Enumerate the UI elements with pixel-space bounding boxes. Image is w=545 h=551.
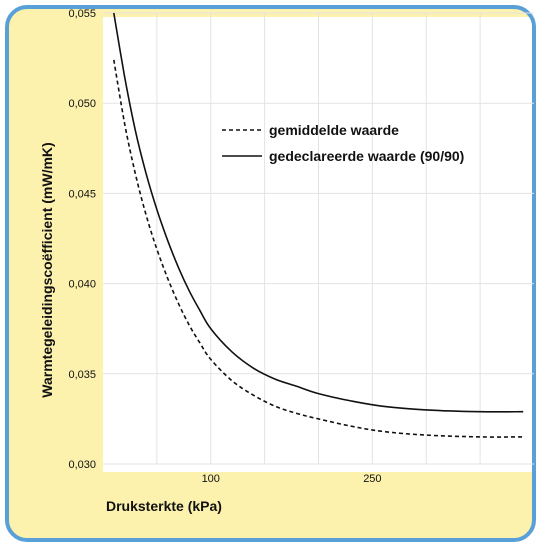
x-axis-title: Druksterkte (kPa) [106, 498, 222, 514]
x-tick-label: 250 [363, 473, 381, 485]
y-axis-title: Warmtegeleidingscoëfficient (mW/mK) [39, 142, 55, 397]
x-axis-ticks: 100 250 [202, 473, 382, 485]
y-tick-label: 0,035 [68, 369, 96, 381]
y-tick-label: 0,050 [68, 98, 96, 110]
y-axis-ticks: 0,030 0,035 0,040 0,045 0,050 0,055 [68, 8, 96, 471]
y-tick-label: 0,045 [68, 188, 96, 200]
series-line-declared [113, 12, 524, 413]
legend: gemiddelde waarde gedeclareerde waarde (… [222, 122, 464, 164]
legend-label-average: gemiddelde waarde [269, 122, 399, 138]
x-tick-label: 100 [202, 473, 220, 485]
y-tick-label: 0,040 [68, 279, 96, 291]
chart-frame [5, 5, 536, 542]
series-line-average [113, 59, 524, 438]
grid [103, 12, 534, 465]
series-layer [113, 12, 524, 438]
legend-label-declared: gedeclareerde waarde (90/90) [269, 148, 464, 164]
plot-area [103, 17, 532, 472]
y-tick-label: 0,055 [68, 8, 96, 20]
y-tick-label: 0,030 [68, 459, 96, 471]
